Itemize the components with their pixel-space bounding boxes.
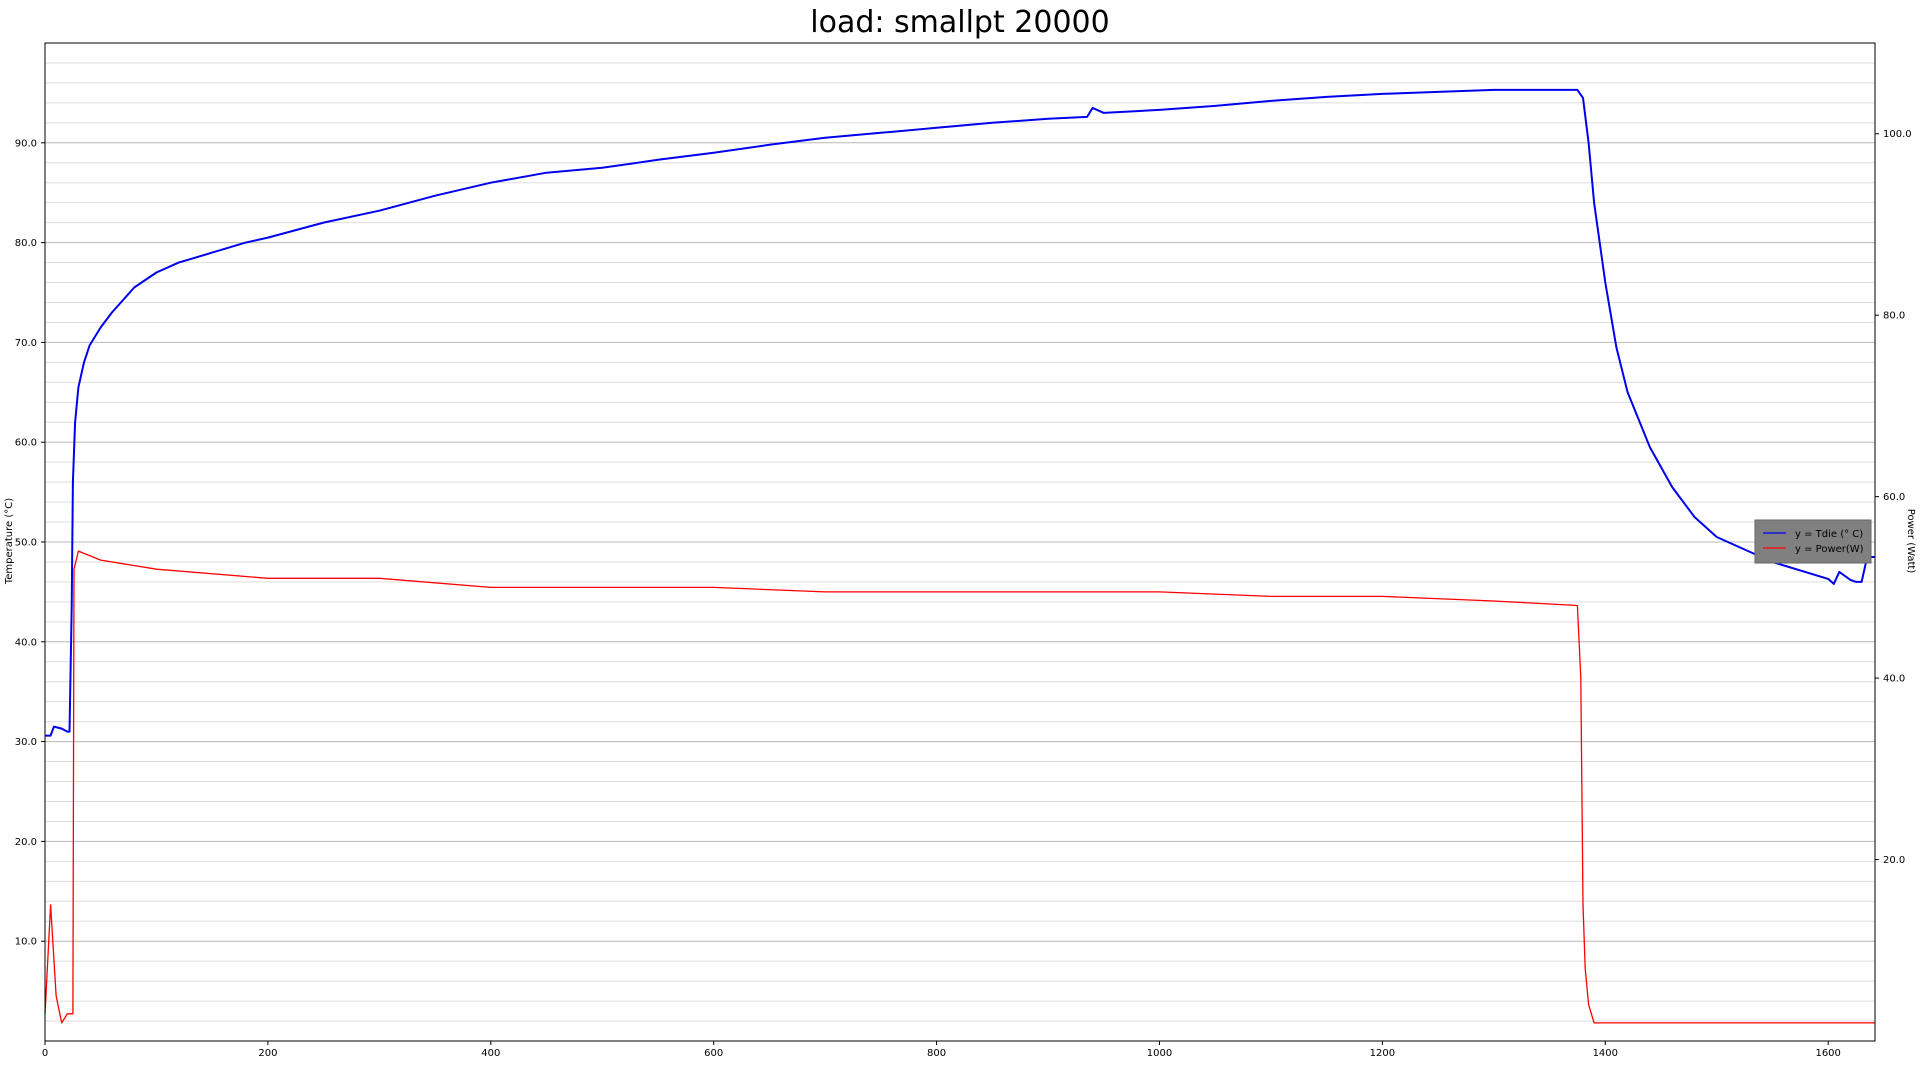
y-right-tick-label: 20.0	[1883, 855, 1905, 866]
x-tick-label: 800	[927, 1048, 946, 1059]
grid-minor	[45, 62, 1875, 1022]
legend-label-tdie: y = Tdie (° C)	[1795, 529, 1863, 540]
x-tick-label: 1600	[1815, 1048, 1840, 1059]
x-tick-label: 1400	[1593, 1048, 1618, 1059]
y-left-tick-label: 50.0	[15, 538, 37, 549]
series-line-tdie	[45, 88, 1875, 737]
y-right-axis-ticks: 20.0 40.0 60.0 80.0 100.0	[1875, 129, 1912, 866]
y-left-axis-ticks: 10.0 20.0 30.0 40.0 50.0 60.0 70.0 80.0 90.0	[15, 138, 45, 948]
x-tick-label: 200	[258, 1048, 277, 1059]
y-left-axis-label: Temperature (°C)	[4, 498, 15, 585]
y-right-axis-label: Power (Watt)	[1905, 509, 1916, 574]
y-left-tick-label: 10.0	[15, 937, 37, 948]
series-layer	[44, 88, 1875, 1024]
series-line-power	[44, 550, 1875, 1024]
chart-title: load: smallpt 20000	[810, 5, 1109, 40]
x-tick-label: 1200	[1370, 1048, 1395, 1059]
y-left-tick-label: 20.0	[15, 837, 37, 848]
y-left-tick-label: 30.0	[15, 737, 37, 748]
y-left-tick-label: 70.0	[15, 338, 37, 349]
x-axis-ticks: 0 200 400 600 800 1000 1200 1400 1600	[42, 1041, 1841, 1059]
legend: y = Tdie (° C) y = Power(W)	[1754, 519, 1872, 564]
y-right-tick-label: 40.0	[1883, 674, 1905, 685]
y-left-tick-label: 80.0	[15, 238, 37, 249]
y-right-tick-label: 100.0	[1883, 129, 1912, 140]
y-right-tick-label: 80.0	[1883, 311, 1905, 322]
grid-major	[45, 142, 1875, 942]
y-left-tick-label: 60.0	[15, 438, 37, 449]
legend-label-power: y = Power(W)	[1795, 544, 1864, 555]
x-tick-label: 0	[42, 1048, 48, 1059]
x-tick-label: 400	[481, 1048, 500, 1059]
y-right-tick-label: 60.0	[1883, 492, 1905, 503]
x-tick-label: 600	[704, 1048, 723, 1059]
x-tick-label: 1000	[1147, 1048, 1172, 1059]
legend-box	[1754, 519, 1872, 564]
y-left-tick-label: 40.0	[15, 637, 37, 648]
y-left-tick-label: 90.0	[15, 138, 37, 149]
